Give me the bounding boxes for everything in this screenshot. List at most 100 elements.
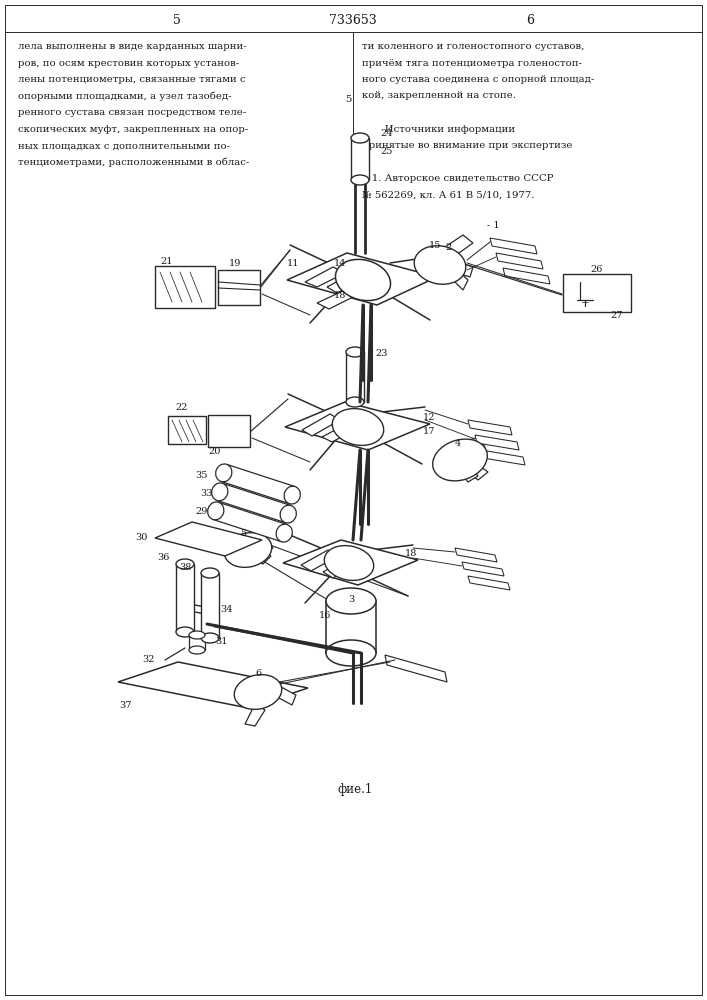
Polygon shape xyxy=(462,562,504,576)
Text: 15: 15 xyxy=(429,240,441,249)
Text: 12: 12 xyxy=(423,414,436,422)
Polygon shape xyxy=(481,450,525,465)
Polygon shape xyxy=(503,268,550,284)
Bar xyxy=(168,416,206,444)
Ellipse shape xyxy=(414,246,466,284)
Polygon shape xyxy=(322,422,360,442)
Polygon shape xyxy=(468,420,512,435)
Polygon shape xyxy=(235,542,271,564)
Polygon shape xyxy=(445,447,478,482)
Ellipse shape xyxy=(326,640,376,666)
Ellipse shape xyxy=(326,588,376,614)
Polygon shape xyxy=(327,271,367,293)
Ellipse shape xyxy=(234,675,282,709)
Text: 36: 36 xyxy=(158,554,170,562)
Text: принятые во внимание при экспертизе: принятые во внимание при экспертизе xyxy=(362,141,573,150)
Text: 37: 37 xyxy=(119,700,132,710)
Text: 25: 25 xyxy=(380,147,392,156)
Ellipse shape xyxy=(284,486,300,504)
Polygon shape xyxy=(213,502,287,542)
Ellipse shape xyxy=(201,633,219,643)
Polygon shape xyxy=(305,267,345,287)
Polygon shape xyxy=(346,352,364,402)
Polygon shape xyxy=(430,235,473,265)
Polygon shape xyxy=(455,548,497,562)
Polygon shape xyxy=(245,704,265,726)
Text: фие.1: фие.1 xyxy=(337,784,373,796)
Text: 6: 6 xyxy=(526,13,534,26)
Polygon shape xyxy=(317,290,357,309)
Polygon shape xyxy=(201,573,219,638)
Ellipse shape xyxy=(433,439,487,481)
Text: 2: 2 xyxy=(445,242,451,251)
Ellipse shape xyxy=(280,505,296,523)
Text: 35: 35 xyxy=(195,472,207,481)
Ellipse shape xyxy=(335,259,390,301)
Text: 14: 14 xyxy=(334,258,346,267)
Polygon shape xyxy=(285,402,430,450)
Text: 19: 19 xyxy=(229,259,241,268)
Text: 33: 33 xyxy=(200,489,213,498)
Text: 32: 32 xyxy=(143,656,155,664)
Ellipse shape xyxy=(211,483,228,501)
Text: 26: 26 xyxy=(590,265,602,274)
Text: № 562269, кл. А 61 В 5/10, 1977.: № 562269, кл. А 61 В 5/10, 1977. xyxy=(362,190,534,200)
Text: 22: 22 xyxy=(175,403,187,412)
Ellipse shape xyxy=(325,546,374,580)
Text: кой, закрепленной на стопе.: кой, закрепленной на стопе. xyxy=(362,92,516,101)
Text: 18: 18 xyxy=(405,548,417,558)
Bar xyxy=(155,266,215,308)
Polygon shape xyxy=(221,464,295,504)
Text: 16: 16 xyxy=(319,611,331,620)
Text: тенциометрами, расположенными в облас-: тенциометрами, расположенными в облас- xyxy=(18,157,250,167)
Polygon shape xyxy=(468,576,510,590)
Text: Источники информации: Источники информации xyxy=(362,124,515,133)
Text: 4: 4 xyxy=(455,440,461,448)
Text: 17: 17 xyxy=(423,426,436,436)
Text: 5: 5 xyxy=(240,528,246,538)
Text: 11: 11 xyxy=(287,258,299,267)
Polygon shape xyxy=(176,564,194,632)
Text: ных площадках с дополнительными по-: ных площадках с дополнительными по- xyxy=(18,141,230,150)
Text: ти коленного и голеностопного суставов,: ти коленного и голеностопного суставов, xyxy=(362,42,585,51)
Polygon shape xyxy=(287,253,437,305)
Ellipse shape xyxy=(216,464,232,482)
Ellipse shape xyxy=(276,524,292,542)
Polygon shape xyxy=(233,540,273,563)
Ellipse shape xyxy=(346,397,364,407)
Polygon shape xyxy=(283,540,418,585)
Polygon shape xyxy=(189,635,205,650)
Polygon shape xyxy=(155,522,262,556)
Ellipse shape xyxy=(351,175,369,185)
Ellipse shape xyxy=(346,347,364,357)
Polygon shape xyxy=(490,238,537,254)
Ellipse shape xyxy=(332,409,384,445)
Text: 31: 31 xyxy=(215,638,228,647)
Ellipse shape xyxy=(189,631,205,639)
Text: 5: 5 xyxy=(345,96,351,104)
Ellipse shape xyxy=(224,533,271,567)
Text: лела выполнены в виде карданных шарни-: лела выполнены в виде карданных шарни- xyxy=(18,42,247,51)
Text: 29: 29 xyxy=(195,508,207,516)
Polygon shape xyxy=(302,414,340,436)
Polygon shape xyxy=(437,257,473,277)
Text: 38: 38 xyxy=(180,564,192,572)
Ellipse shape xyxy=(351,133,369,143)
Polygon shape xyxy=(118,662,308,708)
Polygon shape xyxy=(217,483,291,523)
Text: 34: 34 xyxy=(220,605,233,614)
Text: 20: 20 xyxy=(209,448,221,456)
Text: 30: 30 xyxy=(136,534,148,542)
Ellipse shape xyxy=(201,568,219,578)
Text: 6: 6 xyxy=(255,670,261,678)
Polygon shape xyxy=(326,601,376,653)
Text: причём тяга потенциометра голеностоп-: причём тяга потенциометра голеностоп- xyxy=(362,58,582,68)
Ellipse shape xyxy=(176,627,194,637)
Text: 5: 5 xyxy=(173,13,181,26)
Text: 18: 18 xyxy=(334,290,346,300)
Bar xyxy=(218,270,260,305)
Polygon shape xyxy=(496,253,543,269)
Polygon shape xyxy=(475,435,519,450)
Text: 21: 21 xyxy=(160,257,173,266)
Polygon shape xyxy=(323,556,361,578)
